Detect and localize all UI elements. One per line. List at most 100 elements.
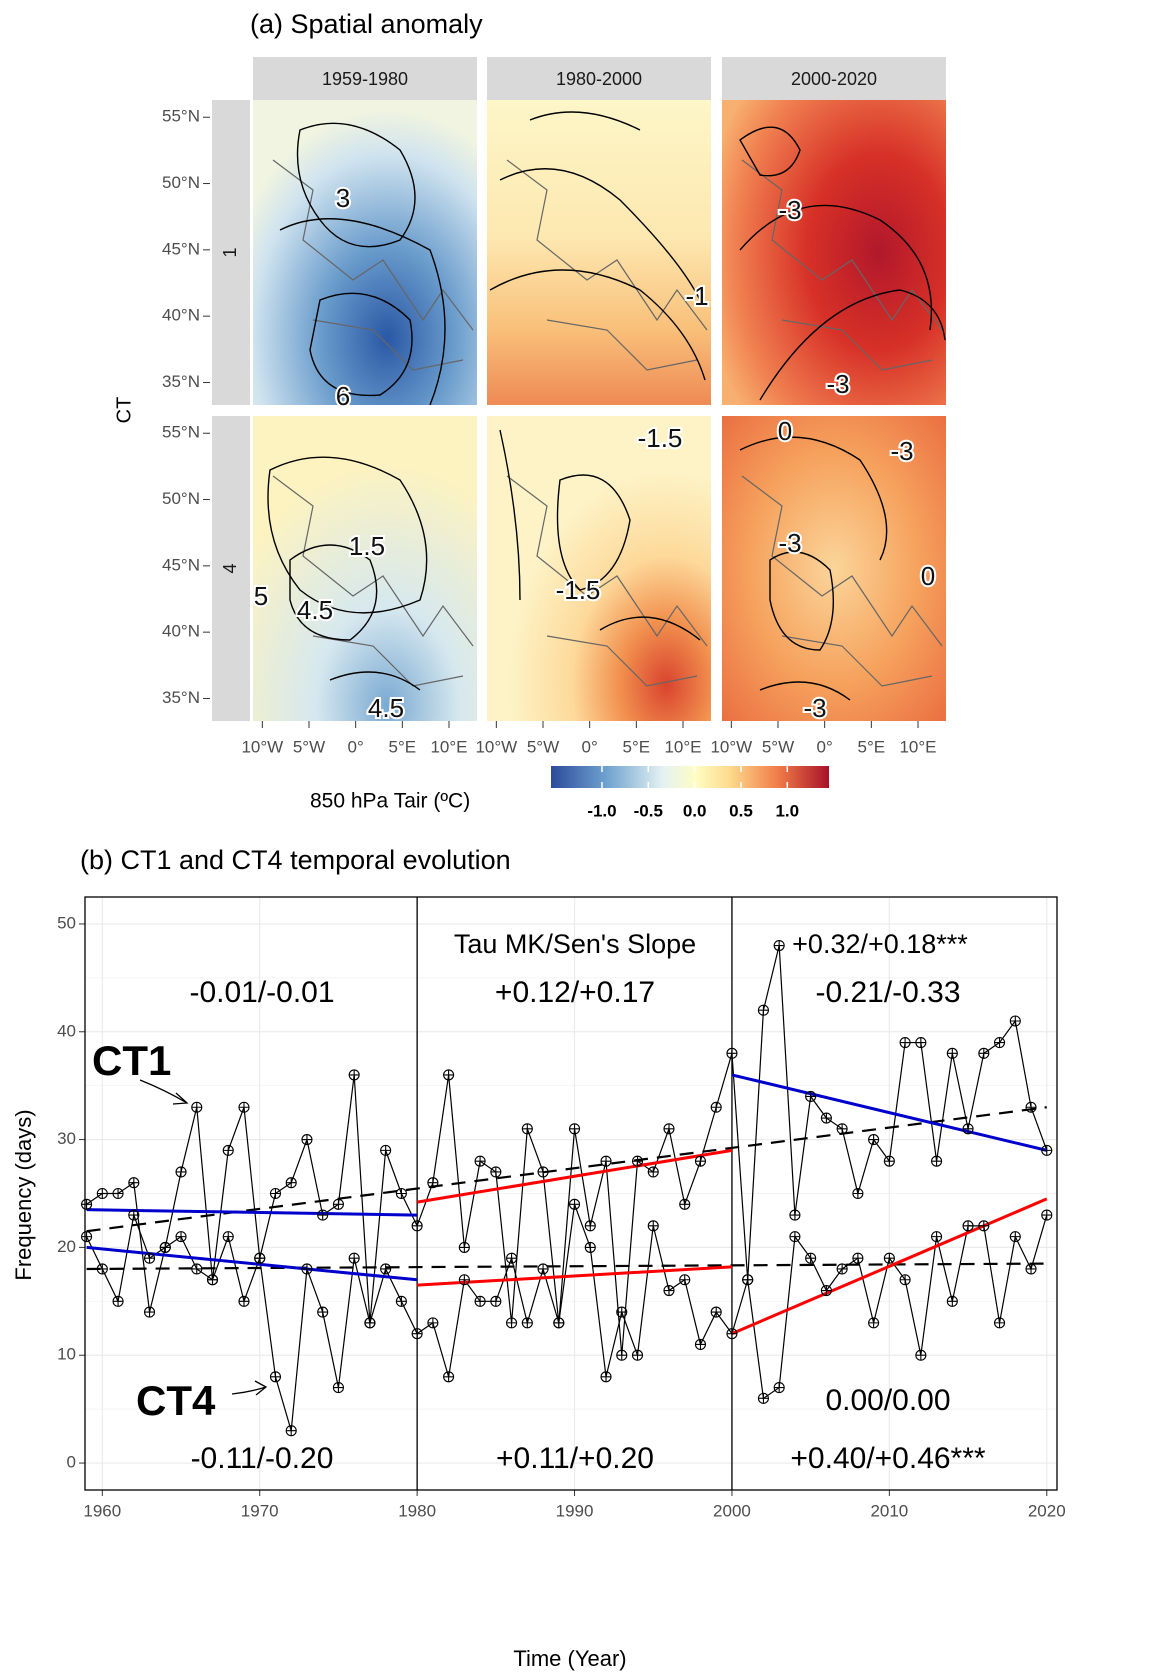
data-point xyxy=(348,1252,360,1264)
data-point xyxy=(443,1371,455,1383)
data-point xyxy=(254,1252,266,1264)
map-field xyxy=(487,100,711,405)
marker-cross xyxy=(947,1048,958,1059)
strip-header xyxy=(722,57,946,100)
strip-label: 1 xyxy=(220,247,240,257)
data-point xyxy=(112,1295,124,1307)
map-panel xyxy=(722,100,946,405)
contour-label: 4.5 xyxy=(297,595,333,625)
lat-tick-label: 45°N xyxy=(162,239,200,258)
annotation: -0.21/-0.33 xyxy=(815,976,960,1009)
coastline xyxy=(272,159,474,371)
contour xyxy=(296,122,416,248)
data-point xyxy=(931,1231,943,1243)
data-point xyxy=(820,1112,832,1124)
data-point xyxy=(537,1263,549,1275)
contour-label: -3 xyxy=(778,528,801,558)
data-point xyxy=(112,1187,124,1200)
marker-cross xyxy=(443,1371,454,1382)
marker-cross xyxy=(1041,1145,1052,1156)
data-point xyxy=(238,1295,250,1307)
marker-cross xyxy=(176,1166,187,1177)
data-point xyxy=(679,1198,691,1210)
data-point xyxy=(836,1123,848,1135)
legend-label: CT4 xyxy=(136,1377,216,1424)
data-point xyxy=(553,1317,565,1329)
contour-label: -1 xyxy=(685,281,708,311)
colorbar-label: 850 hPa Tair (ºC) xyxy=(310,790,470,813)
data-point xyxy=(521,1123,533,1135)
coastline xyxy=(506,159,708,371)
x-tick-label: 1960 xyxy=(83,1501,121,1520)
lon-tick-label: 10°E xyxy=(899,737,936,756)
marker-cross xyxy=(663,1123,674,1134)
marker-cross xyxy=(475,1156,486,1167)
marker-cross xyxy=(585,1242,596,1253)
marker-cross xyxy=(522,1123,533,1134)
data-point xyxy=(490,1166,502,1178)
marker-cross xyxy=(978,1048,989,1059)
marker-cross xyxy=(648,1166,659,1177)
marker-cross xyxy=(412,1220,423,1231)
data-point xyxy=(411,1220,423,1232)
lon-tick-label: 10°W xyxy=(241,737,283,756)
marker-cross xyxy=(223,1145,234,1156)
period-trend xyxy=(86,1208,418,1217)
data-point xyxy=(332,1198,344,1210)
marker-cross xyxy=(317,1307,328,1318)
marker-cross xyxy=(821,1285,832,1296)
data-point xyxy=(301,1134,313,1146)
map-y-label: CT xyxy=(113,397,135,424)
marker-cross xyxy=(821,1113,832,1124)
lon-tick-label: 10°W xyxy=(475,737,517,756)
contour xyxy=(499,429,521,601)
annotation: -0.11/-0.20 xyxy=(191,1442,334,1475)
data-point xyxy=(836,1263,848,1275)
data-point xyxy=(568,1123,581,1135)
coastline xyxy=(506,475,708,687)
strip-side xyxy=(212,416,250,721)
data-point xyxy=(993,1317,1006,1329)
marker-cross xyxy=(679,1199,690,1210)
marker-cross xyxy=(317,1210,328,1221)
data-point xyxy=(757,1392,769,1404)
data-point xyxy=(978,1047,990,1059)
marker-cross xyxy=(349,1069,360,1080)
data-point xyxy=(427,1177,439,1189)
contour xyxy=(289,544,378,641)
marker-cross xyxy=(868,1134,879,1145)
x-tick-label: 1970 xyxy=(241,1501,279,1520)
marker-cross xyxy=(648,1220,659,1231)
coastline xyxy=(272,475,474,687)
marker-cross xyxy=(569,1123,580,1134)
strip-label: 4 xyxy=(220,563,240,573)
marker-cross xyxy=(490,1166,501,1177)
marker-cross xyxy=(538,1166,549,1177)
data-point xyxy=(946,1295,958,1307)
marker-cross xyxy=(711,1307,722,1318)
data-point xyxy=(317,1209,329,1221)
data-point xyxy=(946,1047,958,1059)
data-point xyxy=(616,1306,628,1318)
contour-label: 0 xyxy=(921,561,935,591)
data-point xyxy=(757,1004,769,1016)
marker-cross xyxy=(1010,1015,1021,1026)
data-point xyxy=(600,1371,612,1383)
arrow xyxy=(139,1079,189,1105)
marker-cross xyxy=(695,1339,706,1350)
marker-cross xyxy=(81,1231,92,1242)
y-tick-label: 0 xyxy=(67,1453,76,1472)
lat-tick-label: 55°N xyxy=(162,423,200,442)
colorbar-tick-label: 1.0 xyxy=(775,801,799,820)
marker-cross xyxy=(412,1328,423,1339)
lon-tick-label: 10°E xyxy=(664,737,701,756)
marker-cross xyxy=(254,1253,265,1264)
marker-cross xyxy=(270,1371,281,1382)
marker-cross xyxy=(396,1296,407,1307)
lon-tick-label: 10°W xyxy=(710,737,752,756)
data-point xyxy=(852,1252,864,1264)
strip-label: 1959-1980 xyxy=(322,69,408,89)
contour xyxy=(309,292,413,397)
marker-cross xyxy=(616,1350,627,1361)
marker-cross xyxy=(868,1317,879,1328)
